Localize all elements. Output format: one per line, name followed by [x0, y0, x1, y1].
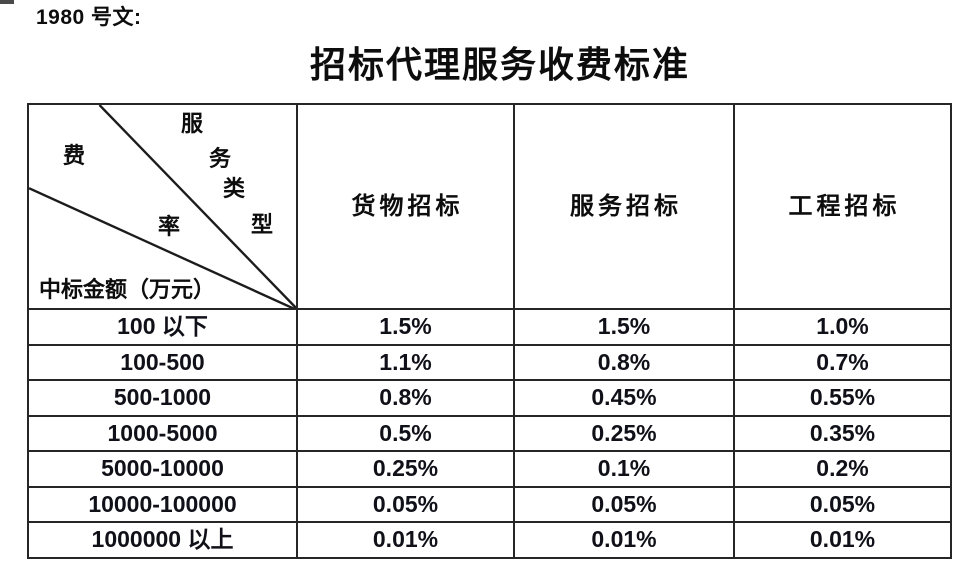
- rate-cell: 0.05%: [513, 485, 735, 523]
- rate-cell: 0.55%: [733, 379, 952, 417]
- column-header-works-bidding: 工程招标: [733, 103, 952, 310]
- corner-service-type-char: 型: [251, 212, 274, 237]
- table-row: 10000-100000 0.05% 0.05% 0.05%: [27, 485, 952, 523]
- rate-cell: 0.8%: [296, 379, 515, 417]
- rate-cell: 0.25%: [513, 414, 735, 452]
- rate-cell: 1.0%: [733, 308, 952, 346]
- amount-range-cell: 1000-5000: [27, 414, 298, 452]
- fee-standard-table: 服 务 类 型 费 率 中标金额（万元） 货物招标 服务招标 工程招标 100 …: [27, 103, 952, 559]
- corner-amount-label: 中标金额（万元）: [39, 277, 216, 302]
- rate-cell: 1.5%: [513, 308, 735, 346]
- amount-range-cell: 500-1000: [27, 379, 298, 417]
- rate-cell: 0.01%: [296, 521, 515, 559]
- table-row: 1000-5000 0.5% 0.25% 0.35%: [27, 414, 952, 452]
- rate-cell: 0.1%: [513, 450, 735, 488]
- table-corner-cell: 服 务 类 型 费 率 中标金额（万元）: [27, 103, 298, 310]
- rate-cell: 0.45%: [513, 379, 735, 417]
- column-header-service-bidding: 服务招标: [513, 103, 735, 310]
- rate-cell: 0.25%: [296, 450, 515, 488]
- rate-cell: 1.5%: [296, 308, 515, 346]
- corner-fee-rate-char: 费: [63, 143, 86, 168]
- window-edge-artifact: [0, 0, 14, 4]
- rate-cell: 0.5%: [296, 414, 515, 452]
- page-title: 招标代理服务收费标准: [309, 45, 690, 85]
- rate-cell: 0.35%: [733, 414, 952, 452]
- amount-range-cell: 1000000 以上: [27, 521, 298, 559]
- diagonal-divider-lines: [30, 106, 295, 307]
- rate-cell: 0.7%: [733, 343, 952, 381]
- table-row: 1000000 以上 0.01% 0.01% 0.01%: [27, 521, 952, 559]
- column-header-goods-bidding: 货物招标: [296, 103, 515, 310]
- rate-cell: 0.01%: [513, 521, 735, 559]
- rate-cell: 0.2%: [733, 450, 952, 488]
- table-row: 100 以下 1.5% 1.5% 1.0%: [27, 308, 952, 346]
- doc-number-note: 1980 号文:: [36, 6, 142, 29]
- corner-service-type-char: 类: [223, 176, 246, 201]
- table-header-row: 服 务 类 型 费 率 中标金额（万元） 货物招标 服务招标 工程招标: [27, 103, 952, 310]
- corner-service-type-char: 务: [209, 146, 232, 171]
- amount-range-cell: 5000-10000: [27, 450, 298, 488]
- table-row: 500-1000 0.8% 0.45% 0.55%: [27, 379, 952, 417]
- rate-cell: 1.1%: [296, 343, 515, 381]
- rate-cell: 0.05%: [296, 485, 515, 523]
- amount-range-cell: 100-500: [27, 343, 298, 381]
- corner-fee-rate-char: 率: [158, 214, 181, 239]
- amount-range-cell: 100 以下: [27, 308, 298, 346]
- rate-cell: 0.01%: [733, 521, 952, 559]
- rate-cell: 0.05%: [733, 485, 952, 523]
- corner-service-type-char: 服: [181, 111, 204, 136]
- table-row: 100-500 1.1% 0.8% 0.7%: [27, 343, 952, 381]
- amount-range-cell: 10000-100000: [27, 485, 298, 523]
- table-row: 5000-10000 0.25% 0.1% 0.2%: [27, 450, 952, 488]
- rate-cell: 0.8%: [513, 343, 735, 381]
